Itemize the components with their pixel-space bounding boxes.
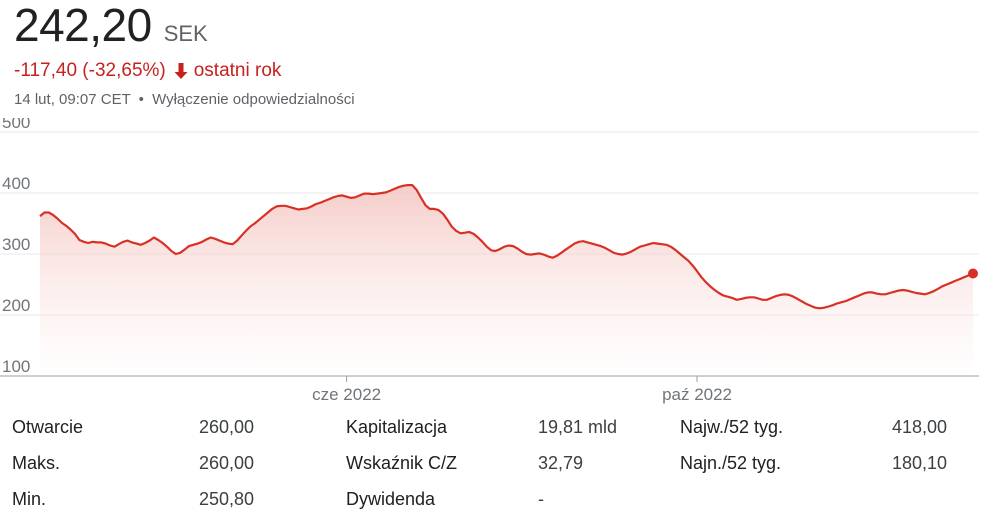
timestamp: 14 lut, 09:07 CET <box>14 91 131 108</box>
stat-value-52w-high: 418,00 <box>892 417 948 437</box>
x-tick-label: cze 2022 <box>312 385 381 404</box>
current-price-marker <box>968 268 978 279</box>
current-price: 242,20 <box>14 0 152 51</box>
stat-value-high: 260,00 <box>199 453 255 473</box>
y-tick-label: 100 <box>2 357 30 376</box>
price-header: 242,20 SEK <box>14 0 208 50</box>
price-area-fill <box>40 185 973 376</box>
stat-value-mkt-cap: 19,81 mld <box>538 417 618 437</box>
separator-dot: • <box>138 91 144 108</box>
stat-value-pe: 32,79 <box>538 453 584 473</box>
stat-value-52w-low: 180,10 <box>892 453 948 473</box>
price-line <box>39 184 974 310</box>
x-tick-label: paź 2022 <box>662 385 732 404</box>
stat-label-mkt-cap: Kapitalizacja <box>346 417 448 437</box>
arrow-down-icon <box>174 63 188 79</box>
change-period: ostatni rok <box>193 60 282 81</box>
disclaimer-link[interactable]: Wyłączenie odpowiedzialności <box>152 91 355 108</box>
y-tick-label: 200 <box>2 296 30 315</box>
price-change: -117,40 (-32,65%) ostatni rok <box>14 60 281 82</box>
stat-label-52w-high: Najw./52 tyg. <box>680 417 784 437</box>
stats-table: Otwarcie 260,00 Maks. 260,00 Min. 250,80… <box>0 410 982 513</box>
stat-label-low: Min. <box>12 489 47 509</box>
stat-label-dividend: Dywidenda <box>346 489 436 509</box>
stat-value-dividend: - <box>538 489 544 509</box>
quote-meta: 14 lut, 09:07 CET • Wyłączenie odpowiedz… <box>14 91 355 108</box>
stat-label-high: Maks. <box>12 453 61 473</box>
stat-value-open: 260,00 <box>199 417 255 437</box>
y-tick-label: 300 <box>2 235 30 254</box>
y-tick-label: 400 <box>2 174 30 193</box>
stat-label-pe: Wskaźnik C/Z <box>346 453 458 473</box>
currency-code: SEK <box>163 21 208 46</box>
change-value: -117,40 (-32,65%) <box>14 60 166 81</box>
stat-value-low: 250,80 <box>199 489 255 509</box>
stat-label-open: Otwarcie <box>12 417 84 437</box>
stat-label-52w-low: Najn./52 tyg. <box>680 453 782 473</box>
y-tick-label: 500 <box>2 118 30 132</box>
